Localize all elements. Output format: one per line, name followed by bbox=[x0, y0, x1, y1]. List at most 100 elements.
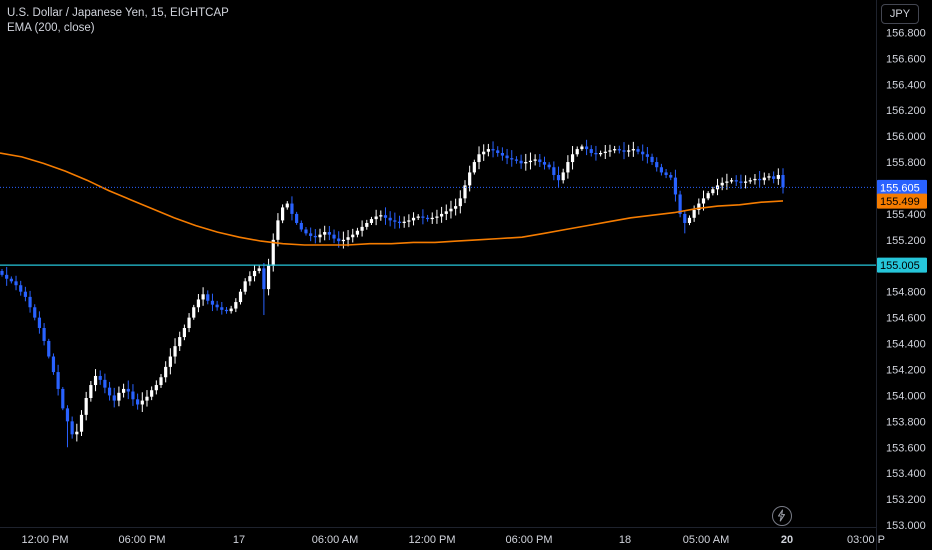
symbol-title[interactable]: U.S. Dollar / Japanese Yen, 15, EIGHTCAP bbox=[7, 7, 229, 19]
candle-body bbox=[89, 385, 93, 399]
candle-body bbox=[468, 172, 472, 186]
candle-body bbox=[477, 154, 481, 163]
candle-body bbox=[556, 175, 561, 181]
price-labels: 155.605 155.499 155.005 bbox=[877, 179, 927, 273]
candle-body bbox=[599, 152, 603, 155]
candle-body bbox=[42, 327, 46, 341]
candle-body bbox=[608, 150, 612, 152]
candle-body bbox=[641, 151, 645, 155]
candle-body bbox=[290, 203, 294, 214]
price-label-ema: 155.499 bbox=[880, 196, 920, 208]
candle-body bbox=[411, 217, 416, 221]
indicator-label[interactable]: EMA (200, close) bbox=[7, 22, 95, 34]
candle-body bbox=[369, 219, 374, 223]
candle-body bbox=[570, 154, 575, 163]
price-label-bg bbox=[877, 193, 927, 209]
candle-body bbox=[627, 150, 631, 152]
y-tick-label: 154.800 bbox=[886, 287, 926, 299]
y-tick-label: 154.000 bbox=[886, 390, 926, 402]
candle-body bbox=[271, 239, 275, 266]
candle-body bbox=[98, 375, 102, 380]
candle-body bbox=[318, 234, 322, 238]
candle-body bbox=[238, 291, 243, 303]
candle-body bbox=[182, 327, 186, 338]
candle-body bbox=[309, 233, 313, 236]
candle-body bbox=[295, 213, 299, 223]
price-label-bg bbox=[877, 179, 927, 195]
candle-body bbox=[706, 193, 710, 199]
plot-area[interactable] bbox=[0, 139, 876, 448]
candle-body bbox=[131, 391, 135, 400]
y-tick-label: 156.600 bbox=[886, 53, 926, 65]
y-tick-label: 156.800 bbox=[886, 27, 926, 39]
y-tick-label: 153.400 bbox=[886, 468, 926, 480]
candle-body bbox=[617, 149, 621, 151]
candle-body bbox=[402, 221, 406, 223]
candle-body bbox=[683, 213, 687, 223]
candle-body bbox=[248, 276, 252, 282]
candle-body bbox=[262, 268, 266, 290]
chart-legend: U.S. Dollar / Japanese Yen, 15, EIGHTCAP… bbox=[7, 6, 229, 36]
price-axis[interactable]: 156.800 156.600 156.400 156.200 156.000 155.8… bbox=[886, 27, 926, 532]
y-tick-label: 154.400 bbox=[886, 339, 926, 351]
candle-body bbox=[224, 309, 229, 312]
y-tick-label: 154.200 bbox=[886, 364, 926, 376]
candle-body bbox=[697, 203, 701, 211]
candle-body bbox=[37, 317, 42, 328]
candle-body bbox=[444, 211, 448, 214]
candle-body bbox=[533, 159, 537, 161]
candle-body bbox=[720, 182, 724, 186]
candle-body bbox=[659, 167, 664, 173]
candles-layer bbox=[0, 139, 785, 448]
candle-body bbox=[421, 216, 425, 218]
currency-button[interactable]: JPY bbox=[881, 4, 919, 24]
candle-body bbox=[673, 177, 678, 195]
ema-line bbox=[0, 152, 784, 246]
x-tick-label: 12:00 PM bbox=[21, 534, 68, 546]
candle-body bbox=[173, 346, 177, 357]
candle-body bbox=[472, 162, 476, 173]
price-label-horizontal_line: 155.005 bbox=[880, 260, 920, 272]
candle-body bbox=[636, 149, 640, 152]
candle-body bbox=[510, 158, 514, 160]
candle-body bbox=[257, 268, 261, 271]
candle-body bbox=[0, 270, 4, 275]
candle-body bbox=[729, 180, 734, 182]
candle-body bbox=[547, 164, 551, 168]
y-tick-label: 153.000 bbox=[886, 520, 926, 532]
candle-body bbox=[323, 232, 327, 235]
candle-body bbox=[435, 216, 439, 218]
candle-body bbox=[355, 230, 360, 235]
y-tick-label: 153.200 bbox=[886, 494, 926, 506]
candle-body bbox=[5, 274, 9, 279]
candle-body bbox=[61, 388, 65, 409]
candle-body bbox=[33, 307, 37, 318]
y-tick-label: 156.000 bbox=[886, 131, 926, 143]
candle-body bbox=[776, 175, 780, 179]
candle-body bbox=[14, 281, 18, 286]
candle-body bbox=[201, 294, 205, 300]
candle-body bbox=[337, 238, 341, 242]
candle-body bbox=[496, 150, 500, 153]
x-tick-label: 05:00 AM bbox=[683, 534, 729, 546]
candle-body bbox=[117, 392, 121, 401]
candle-body bbox=[772, 176, 776, 179]
candle-body bbox=[56, 372, 60, 389]
candle-body bbox=[121, 388, 126, 393]
candle-body bbox=[758, 178, 762, 181]
lightning-bolt-icon[interactable] bbox=[772, 506, 792, 526]
time-axis[interactable]: 12:00 PM 06:00 PM 17 06:00 AM 12:00 PM 06:00 … bbox=[21, 534, 885, 546]
candle-body bbox=[528, 160, 533, 163]
candle-body bbox=[458, 198, 462, 207]
price-label-bg bbox=[877, 257, 927, 273]
x-tick-label: 20 bbox=[781, 534, 793, 546]
candle-body bbox=[154, 385, 158, 391]
candle-body bbox=[781, 175, 785, 188]
candle-body bbox=[379, 215, 383, 217]
candle-body bbox=[566, 162, 570, 173]
candle-body bbox=[70, 421, 74, 435]
candle-body bbox=[580, 146, 584, 150]
candle-body bbox=[285, 203, 289, 208]
candle-body bbox=[107, 387, 112, 396]
